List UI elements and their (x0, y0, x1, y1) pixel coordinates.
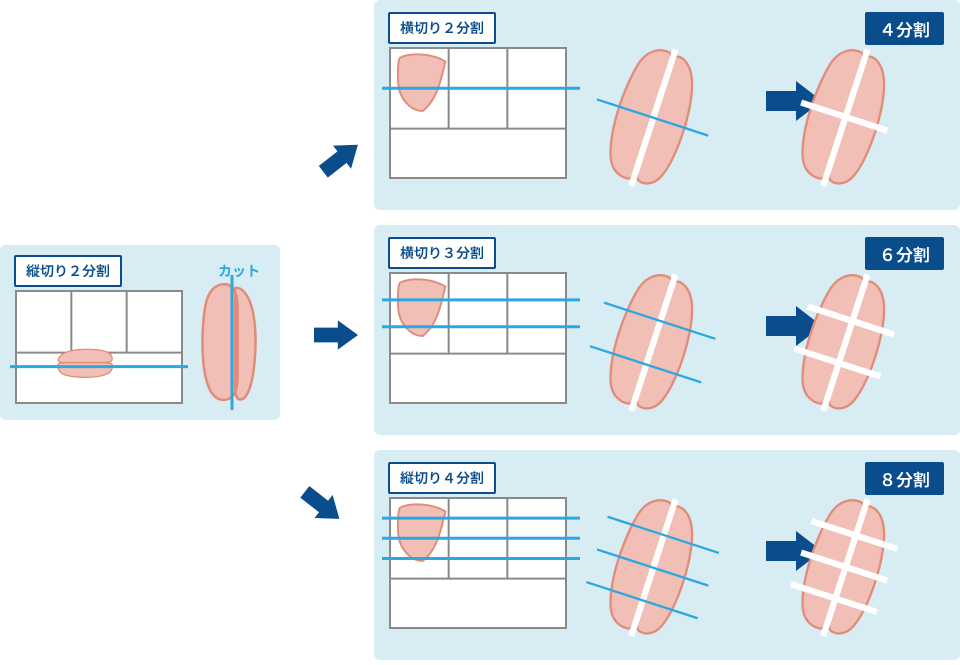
panel-title: 縦切り４分割 (388, 462, 496, 494)
result-panel: 横切り２分割 ４分割 (374, 0, 960, 210)
result-badge: ６分割 (865, 237, 944, 270)
result-badge: ４分割 (865, 12, 944, 45)
source-title: 縦切り２分割 (14, 255, 122, 287)
source-panel: 縦切り２分割 カット (0, 245, 280, 420)
cut-label: カット (218, 261, 260, 281)
panel-title: 横切り３分割 (388, 237, 496, 269)
panel-title: 横切り２分割 (388, 12, 496, 44)
result-panel: 縦切り４分割 ８分割 (374, 450, 960, 660)
diagram-root: { "colors": { "panel_bg": "#d8ecf4", "na… (0, 0, 960, 665)
result-panel: 横切り３分割 ６分割 (374, 225, 960, 435)
result-badge: ８分割 (865, 462, 944, 495)
